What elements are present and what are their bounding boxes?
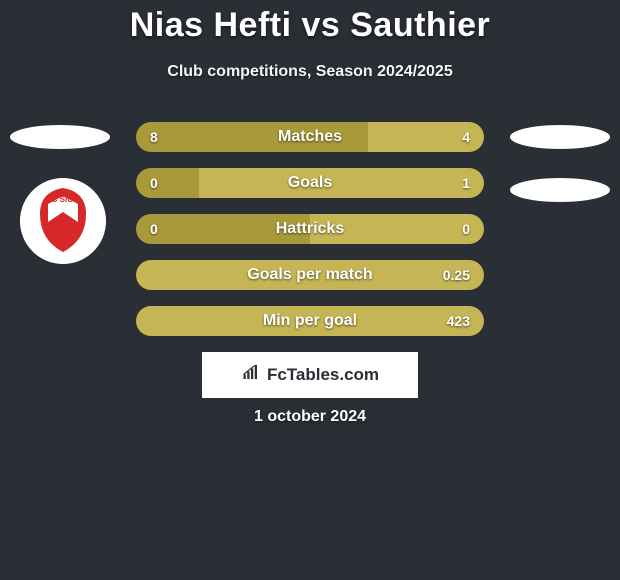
player-right-club-placeholder [510, 178, 610, 202]
comparison-rows: Matches84 Goals01 Hattricks00 Goals per mat… [136, 122, 484, 352]
player-left-avatar-placeholder [10, 125, 110, 149]
stat-row-track [136, 168, 484, 198]
stat-row: Hattricks00 [136, 214, 484, 244]
stat-row: Goals01 [136, 168, 484, 198]
stat-row: Goals per match0.25 [136, 260, 484, 290]
brand-text: FcTables.com [267, 365, 379, 385]
player-right-avatar-placeholder [510, 125, 610, 149]
stat-row-track [136, 122, 484, 152]
brand-attribution: FcTables.com [202, 352, 418, 398]
footer-date: 1 october 2024 [0, 408, 620, 426]
stat-row-track [136, 214, 484, 244]
stat-fill-left [136, 168, 199, 198]
stat-fill-right [136, 260, 484, 290]
svg-text:FC SION: FC SION [47, 195, 80, 204]
stat-fill-right [368, 122, 484, 152]
stat-row-track [136, 306, 484, 336]
stat-fill-right [136, 306, 484, 336]
comparison-title: Nias Hefti vs Sauthier [0, 0, 620, 45]
stat-fill-right [199, 168, 484, 198]
stat-fill-left [136, 122, 368, 152]
stat-row: Matches84 [136, 122, 484, 152]
player-left-club-badge: FC SION [20, 178, 106, 264]
stat-row-track [136, 260, 484, 290]
stat-fill-right [310, 214, 484, 244]
stat-row: Min per goal423 [136, 306, 484, 336]
bar-chart-icon [241, 364, 261, 387]
comparison-subtitle: Club competitions, Season 2024/2025 [0, 63, 620, 81]
stat-fill-left [136, 214, 310, 244]
